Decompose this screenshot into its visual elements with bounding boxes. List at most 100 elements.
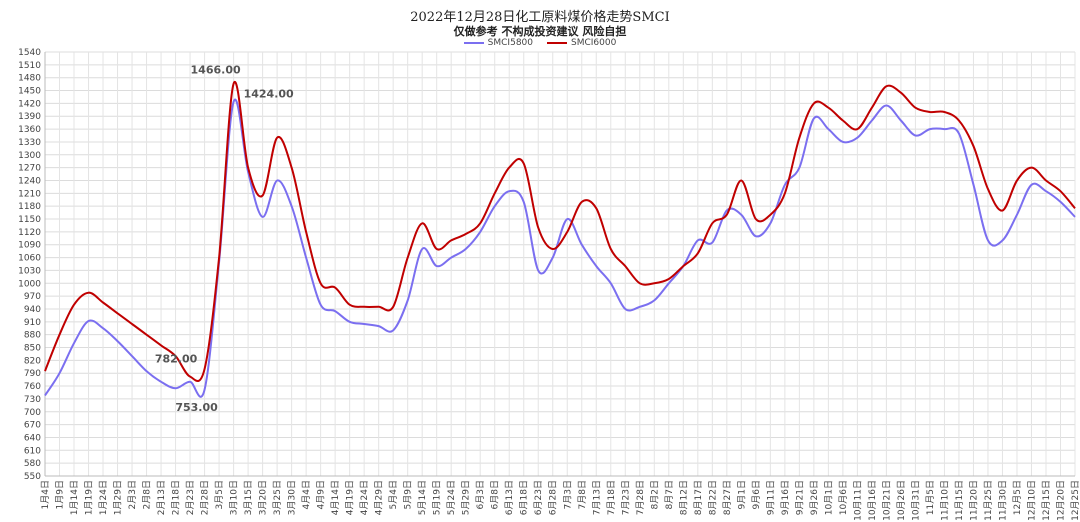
x-tick-label: 9月26日: [809, 480, 820, 515]
x-tick-label: 2月13日: [156, 480, 167, 515]
annotation-label: 1466.00: [191, 64, 241, 77]
y-tick-label: 850: [24, 344, 41, 354]
x-tick-label: 12月25日: [1070, 480, 1080, 521]
y-tick-label: 760: [24, 382, 41, 392]
legend: SMCI5800 SMCI6000: [0, 38, 1080, 48]
y-tick-label: 910: [24, 318, 41, 328]
annotation-label: 782.00: [155, 353, 198, 366]
x-axis: 1月4日 1月9日 1月14日 1月19日 1月24日 1月29日 2月3日 2月8日 2月13…: [40, 480, 1080, 521]
legend-swatch-smci5800: [463, 42, 484, 44]
x-tick-label: 6月18日: [519, 480, 530, 515]
x-tick-label: 10月31日: [910, 480, 921, 521]
x-tick-label: 12月20日: [1055, 480, 1066, 521]
y-tick-label: 730: [24, 395, 41, 405]
x-tick-label: 2月23日: [185, 480, 196, 515]
chart-subtitle: 仅做参考 不构成投资建议 风险自担: [453, 25, 627, 38]
x-tick-label: 2月28日: [200, 480, 211, 515]
x-tick-label: 3月15日: [243, 480, 254, 515]
x-tick-label: 11月15日: [954, 480, 965, 521]
x-tick-label: 1月19日: [84, 480, 95, 515]
y-tick-label: 1450: [18, 87, 41, 97]
x-tick-label: 10月11日: [852, 480, 863, 521]
x-tick-label: 2月18日: [171, 480, 182, 515]
y-tick-label: 940: [24, 305, 41, 315]
legend-swatch-smci6000: [547, 42, 567, 44]
x-tick-label: 7月13日: [591, 480, 602, 515]
x-tick-label: 9月1日: [736, 480, 747, 509]
x-tick-label: 8月7日: [664, 480, 675, 509]
x-tick-label: 1月9日: [55, 480, 66, 509]
x-tick-label: 1月29日: [113, 480, 124, 515]
x-tick-label: 11月10日: [939, 480, 950, 521]
x-tick-label: 10月16日: [867, 480, 878, 521]
y-tick-label: 1150: [18, 215, 41, 225]
x-tick-label: 9月16日: [780, 480, 791, 515]
x-tick-label: 7月3日: [562, 480, 573, 509]
x-tick-label: 8月22日: [707, 480, 718, 515]
y-tick-label: 1360: [18, 125, 41, 135]
x-tick-label: 3月20日: [258, 480, 269, 515]
y-tick-label: 1030: [18, 266, 41, 276]
x-tick-label: 2月8日: [142, 480, 153, 509]
x-tick-label: 3月30日: [287, 480, 298, 515]
x-tick-label: 6月13日: [504, 480, 515, 515]
x-tick-label: 4月14日: [330, 480, 341, 515]
x-tick-label: 7月8日: [577, 480, 588, 509]
x-tick-label: 5月19日: [432, 480, 443, 515]
x-tick-label: 3月10日: [229, 480, 240, 515]
y-tick-label: 1420: [18, 99, 41, 109]
x-tick-label: 9月21日: [794, 480, 805, 515]
x-tick-label: 6月8日: [490, 480, 501, 509]
legend-label-smci6000: SMCI6000: [571, 38, 617, 48]
y-tick-label: 610: [24, 446, 41, 456]
x-tick-label: 8月27日: [722, 480, 733, 515]
y-tick-label: 1000: [18, 279, 41, 289]
y-tick-label: 820: [24, 356, 41, 366]
y-tick-label: 1540: [18, 48, 41, 58]
legend-item-smci5800[interactable]: SMCI5800: [463, 38, 533, 48]
x-tick-label: 6月23日: [533, 480, 544, 515]
x-tick-label: 10月21日: [881, 480, 892, 521]
x-tick-label: 8月17日: [693, 480, 704, 515]
x-tick-label: 6月28日: [548, 480, 559, 515]
x-tick-label: 10月6日: [838, 480, 849, 515]
y-tick-label: 970: [24, 292, 41, 302]
x-tick-label: 6月3日: [475, 480, 486, 509]
x-tick-label: 5月9日: [403, 480, 414, 509]
x-tick-label: 4月9日: [316, 480, 327, 509]
x-tick-label: 10月26日: [896, 480, 907, 521]
y-tick-label: 640: [24, 433, 41, 443]
y-axis: 550 580 610 640 670 700 730 760 790 820 850 880 910 9…: [18, 48, 41, 482]
x-tick-label: 4月19日: [345, 480, 356, 515]
legend-label-smci5800: SMCI5800: [487, 38, 533, 48]
series-line-smci6000: [44, 80, 1076, 383]
x-tick-label: 7月28日: [635, 480, 646, 515]
chart-title: 2022年12月28日化工原料煤价格走势SMCI: [410, 10, 670, 25]
x-tick-label: 11月20日: [968, 480, 979, 521]
y-tick-label: 1270: [18, 164, 41, 174]
x-tick-label: 8月12日: [678, 480, 689, 515]
x-tick-label: 12月5日: [1012, 480, 1023, 515]
series-line-smci5800: [44, 98, 1076, 398]
y-tick-label: 1120: [18, 228, 41, 238]
y-tick-label: 1060: [18, 254, 41, 264]
y-tick-label: 1300: [18, 151, 41, 161]
x-tick-label: 7月18日: [606, 480, 617, 515]
x-tick-label: 9月6日: [751, 480, 762, 509]
x-tick-label: 4月29日: [374, 480, 385, 515]
y-tick-label: 1330: [18, 138, 41, 148]
x-tick-label: 9月11日: [765, 480, 776, 515]
y-tick-label: 1390: [18, 112, 41, 122]
x-tick-label: 8月2日: [649, 480, 660, 509]
y-tick-label: 1240: [18, 176, 41, 186]
x-tick-label: 5月14日: [417, 480, 428, 515]
y-tick-label: 1090: [18, 241, 41, 251]
y-tick-label: 550: [24, 472, 41, 482]
x-tick-label: 5月29日: [461, 480, 472, 515]
y-tick-label: 1510: [18, 61, 41, 71]
legend-item-smci6000[interactable]: SMCI6000: [547, 38, 616, 48]
x-tick-label: 12月15日: [1041, 480, 1052, 521]
annotation-label: 1424.00: [244, 88, 294, 101]
y-tick-label: 790: [24, 369, 41, 379]
